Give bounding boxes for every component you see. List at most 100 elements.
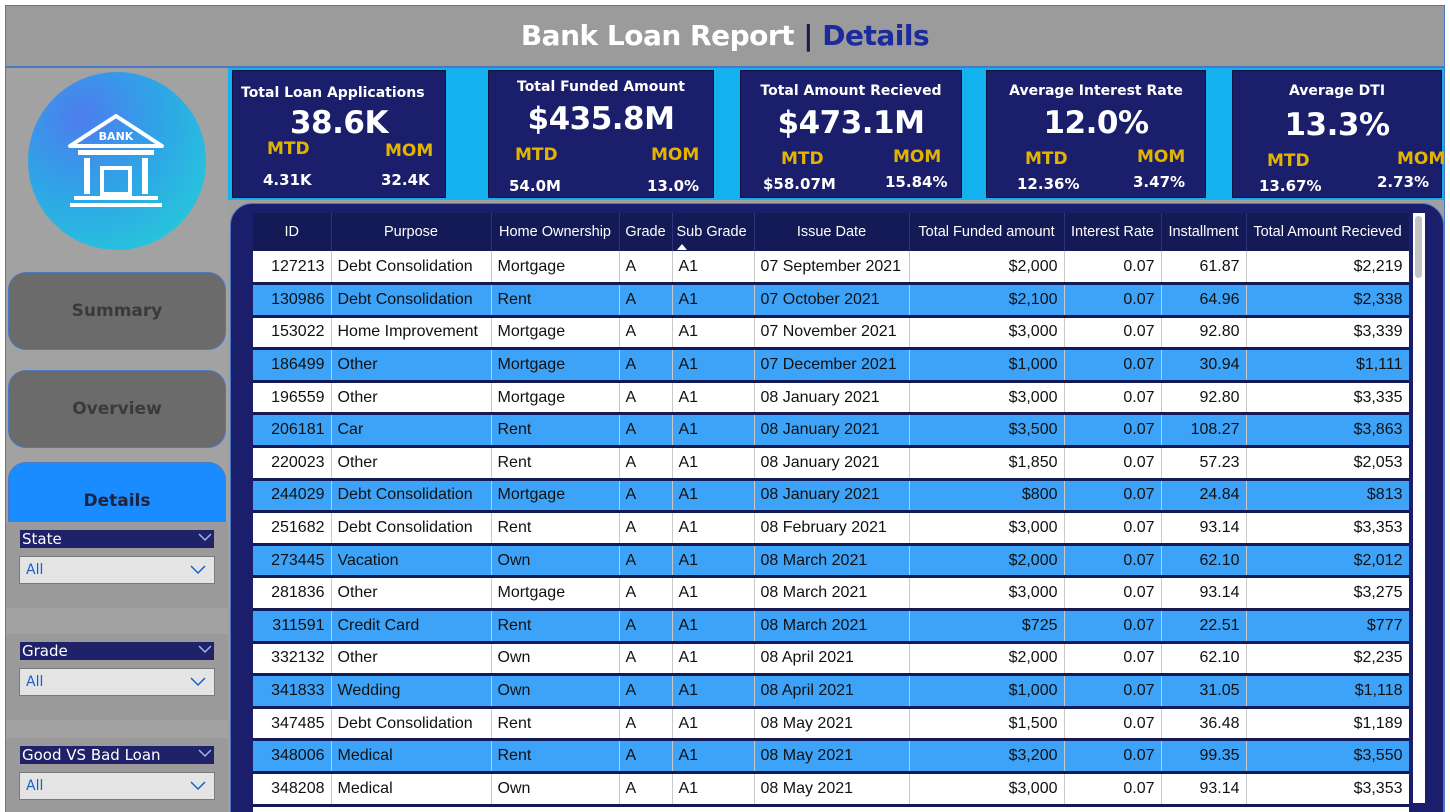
cell-issue-date: 07 September 2021 bbox=[754, 251, 910, 286]
kpi-card-avg-interest[interactable]: Average Interest Rate 12.0% MTD MOM 12.3… bbox=[986, 70, 1206, 198]
grade-slicer-header[interactable]: Grade bbox=[20, 642, 214, 660]
table-row[interactable]: 311591 Credit Card Rent A A1 08 March 2021 $72… bbox=[253, 609, 1409, 644]
table-row[interactable]: 220023 Other Rent A A1 08 January 2021 $1,850 0… bbox=[253, 446, 1409, 481]
cell-installment: 92.80 bbox=[1161, 381, 1247, 416]
column-header-sub-grade[interactable]: Sub Grade bbox=[672, 213, 755, 251]
cell-total-received: $3,353 bbox=[1246, 772, 1409, 807]
cell-issue-date: 08 April 2021 bbox=[754, 642, 910, 677]
cell-id: 273445 bbox=[253, 544, 332, 579]
collapse-chevron-icon bbox=[198, 533, 212, 542]
cell-total-funded: $3,500 bbox=[909, 413, 1065, 449]
cell-issue-date: 07 November 2021 bbox=[754, 316, 910, 351]
table-row[interactable]: 244029 Debt Consolidation Mortgage A A1 08 Ja… bbox=[253, 479, 1409, 514]
cell-interest-rate: 0.07 bbox=[1064, 707, 1162, 742]
vertical-scrollbar[interactable] bbox=[1413, 213, 1425, 803]
column-header-interest-rate[interactable]: Interest Rate bbox=[1064, 213, 1162, 251]
cell-total-received: $1,111 bbox=[1246, 348, 1409, 383]
cell-total-funded: $3,000 bbox=[909, 381, 1065, 416]
cell-id: 127213 bbox=[253, 251, 332, 286]
cell-total-received: $1,189 bbox=[1246, 707, 1409, 742]
cell-sub-grade: A1 bbox=[672, 609, 755, 644]
loan-details-table[interactable]: ID Purpose Home Ownership Grade Sub Grad… bbox=[253, 213, 1409, 812]
cell-id: 206181 bbox=[253, 413, 332, 449]
kpi-mom-label: MOM bbox=[385, 141, 434, 161]
grade-slicer-label: Grade bbox=[22, 642, 68, 660]
cell-interest-rate: 0.07 bbox=[1064, 739, 1162, 774]
cell-issue-date: 08 March 2021 bbox=[754, 544, 910, 579]
page-name: Details bbox=[822, 19, 930, 52]
cell-home-ownership: Mortgage bbox=[491, 348, 620, 383]
logo-text: BANK bbox=[99, 130, 134, 143]
cell-installment: 93.14 bbox=[1161, 576, 1247, 612]
cell-grade: A bbox=[619, 772, 673, 807]
state-dropdown[interactable]: All bbox=[19, 556, 215, 584]
column-header-home-ownership[interactable]: Home Ownership bbox=[491, 213, 620, 251]
grade-slicer: Grade All bbox=[6, 634, 228, 720]
kpi-card-total-received[interactable]: Total Amount Recieved $473.1M MTD MOM $5… bbox=[740, 70, 962, 198]
kpi-mtd-label: MTD bbox=[515, 145, 558, 165]
kpi-mom-label: MOM bbox=[1137, 147, 1186, 167]
loan-quality-slicer-header[interactable]: Good VS Bad Loan bbox=[20, 746, 214, 764]
state-slicer-header[interactable]: State bbox=[20, 530, 214, 548]
table-row[interactable]: 186499 Other Mortgage A A1 07 December 2021 $1… bbox=[253, 348, 1409, 383]
cell-interest-rate: 0.07 bbox=[1064, 544, 1162, 579]
cell-grade: A bbox=[619, 511, 673, 546]
header-bar: Bank Loan Report | Details bbox=[6, 6, 1444, 68]
nav-button-summary[interactable]: Summary bbox=[8, 272, 226, 350]
kpi-value: $435.8M bbox=[527, 101, 675, 137]
table-row[interactable]: 348208 Medical Own A A1 08 May 2021 $3,000 0.07… bbox=[253, 772, 1409, 807]
table-row[interactable]: 127213 Debt Consolidation Mortgage A A1 07 Se… bbox=[253, 251, 1409, 286]
kpi-mom-label: MOM bbox=[1397, 149, 1445, 169]
cell-installment: 62.10 bbox=[1161, 642, 1247, 677]
cell-id: 244029 bbox=[253, 479, 332, 514]
kpi-card-avg-dti[interactable]: Average DTI 13.3% MTD MOM 13.67% 2.73% bbox=[1232, 70, 1445, 198]
cell-total-funded: $2,100 bbox=[909, 283, 1065, 318]
table-row[interactable]: 273445 Vacation Own A A1 08 March 2021 $2,000 0… bbox=[253, 544, 1409, 579]
column-header-sub-grade-label: Sub Grade bbox=[676, 224, 747, 240]
column-header-installment[interactable]: Installment bbox=[1161, 213, 1247, 251]
nav-button-overview[interactable]: Overview bbox=[8, 370, 226, 448]
table-row[interactable]: 196559 Other Mortgage A A1 08 January 2021 $3,… bbox=[253, 381, 1409, 416]
cell-installment: 61.87 bbox=[1161, 251, 1247, 286]
cell-interest-rate: 0.07 bbox=[1064, 674, 1162, 709]
column-header-grade[interactable]: Grade bbox=[619, 213, 673, 251]
cell-interest-rate: 0.07 bbox=[1064, 511, 1162, 546]
table-row[interactable]: 341833 Wedding Own A A1 08 April 2021 $1,000 0.… bbox=[253, 674, 1409, 709]
column-header-purpose[interactable]: Purpose bbox=[331, 213, 492, 251]
table-row[interactable]: 281836 Other Mortgage A A1 08 March 2021 $3,00… bbox=[253, 576, 1409, 612]
column-header-id[interactable]: ID bbox=[253, 213, 332, 251]
kpi-mtd-label: MTD bbox=[781, 149, 824, 169]
column-header-total-funded[interactable]: Total Funded amount bbox=[909, 213, 1065, 251]
cell-purpose: Other bbox=[331, 446, 492, 481]
table-row[interactable]: 348006 Medical Rent A A1 08 May 2021 $3,200 0.0… bbox=[253, 739, 1409, 774]
scrollbar-thumb[interactable] bbox=[1415, 216, 1422, 278]
grade-dropdown[interactable]: All bbox=[19, 668, 215, 696]
cell-total-funded: $2,000 bbox=[909, 544, 1065, 579]
cell-id: 251682 bbox=[253, 511, 332, 546]
table-row[interactable]: 347485 Debt Consolidation Rent A A1 08 May 20… bbox=[253, 707, 1409, 742]
details-table-panel: ID Purpose Home Ownership Grade Sub Grad… bbox=[230, 203, 1444, 812]
cell-total-received: $2,235 bbox=[1246, 642, 1409, 677]
cell-home-ownership: Own bbox=[491, 674, 620, 709]
table-row[interactable]: 130986 Debt Consolidation Rent A A1 07 Octobe… bbox=[253, 283, 1409, 318]
table-row[interactable]: 206181 Car Rent A A1 08 January 2021 $3,500 0.0… bbox=[253, 413, 1409, 449]
cell-interest-rate: 0.07 bbox=[1064, 381, 1162, 416]
kpi-card-total-funded[interactable]: Total Funded Amount $435.8M MTD MOM 54.0… bbox=[488, 70, 714, 198]
column-header-total-received[interactable]: Total Amount Recieved bbox=[1246, 213, 1409, 251]
kpi-card-total-applications[interactable]: Total Loan Applications 38.6K MTD MOM 4.… bbox=[232, 70, 446, 198]
table-row[interactable]: 153022 Home Improvement Mortgage A A1 07 Nove… bbox=[253, 316, 1409, 351]
table-row[interactable]: 251682 Debt Consolidation Rent A A1 08 Februa… bbox=[253, 511, 1409, 546]
cell-issue-date: 08 January 2021 bbox=[754, 413, 910, 449]
cell-installment: 31.05 bbox=[1161, 674, 1247, 709]
cell-grade: A bbox=[619, 283, 673, 318]
kpi-mom-label: MOM bbox=[893, 147, 942, 167]
table-row[interactable]: 332132 Other Own A A1 08 April 2021 $2,000 0.07… bbox=[253, 642, 1409, 677]
cell-purpose: Other bbox=[331, 642, 492, 677]
cell-id: 332132 bbox=[253, 642, 332, 677]
cell-total-received: $1,118 bbox=[1246, 674, 1409, 709]
loan-quality-dropdown[interactable]: All bbox=[19, 772, 215, 800]
cell-installment: 57.23 bbox=[1161, 446, 1247, 481]
column-header-issue-date[interactable]: Issue Date bbox=[754, 213, 910, 251]
cell-total-funded: $800 bbox=[909, 479, 1065, 514]
cell-purpose: Debt Consolidation bbox=[331, 283, 492, 318]
